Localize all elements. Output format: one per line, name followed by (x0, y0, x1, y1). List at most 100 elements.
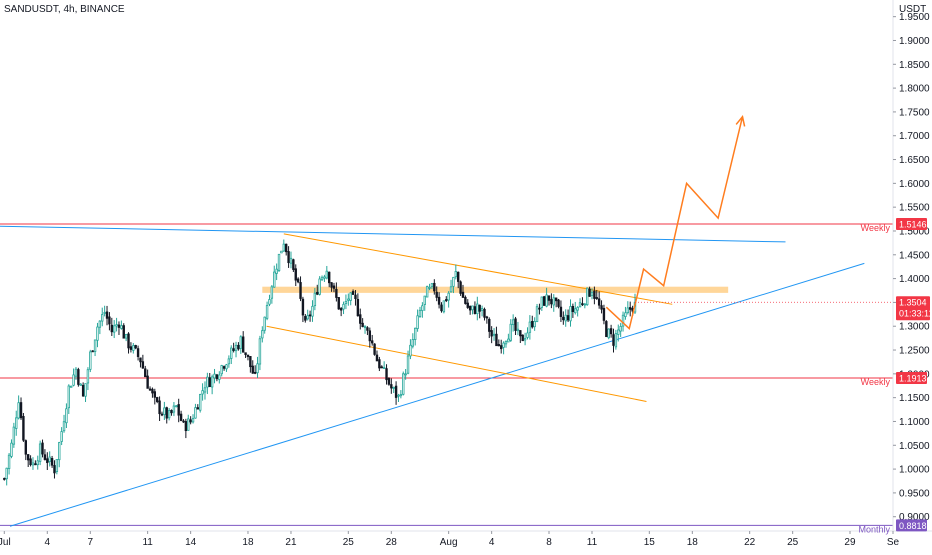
candle (208, 372, 211, 388)
candle (220, 364, 223, 377)
candle-body (435, 291, 438, 298)
candle (86, 367, 90, 391)
candle-body (189, 419, 192, 423)
candle (46, 452, 49, 471)
candle (497, 339, 501, 347)
y-tick-label: 1.6500 (899, 155, 930, 166)
x-tick-label: 7 (88, 537, 94, 548)
candle-body (22, 415, 25, 441)
candle-body (538, 307, 541, 310)
y-tick-label: 1.5000 (899, 226, 930, 237)
candle (124, 333, 128, 342)
candle (414, 327, 417, 346)
candle (511, 314, 515, 332)
candle-body (342, 303, 345, 310)
candle-body (36, 460, 39, 466)
candle-body (5, 467, 8, 480)
candle (404, 368, 407, 380)
candle-body (368, 330, 372, 342)
candle-body (244, 352, 247, 355)
candle (564, 309, 567, 327)
candle-body (590, 291, 594, 296)
candle-body (241, 336, 245, 353)
candle (445, 296, 448, 303)
candle (619, 322, 622, 337)
candle-body (273, 271, 276, 288)
candle (296, 277, 300, 284)
candle-body (392, 386, 395, 389)
candle-body (335, 288, 338, 298)
candle-body (98, 320, 102, 328)
candle-body (416, 315, 419, 329)
candle-body (509, 323, 512, 341)
candle (559, 300, 563, 322)
candle (375, 350, 379, 362)
candle (382, 361, 386, 369)
candle (184, 418, 188, 439)
x-tick-label: 25 (787, 537, 799, 548)
candle-body (163, 407, 166, 415)
candle-body (607, 328, 610, 339)
candle (22, 412, 25, 442)
candle-body (84, 383, 87, 397)
x-tick-label: 14 (185, 537, 197, 548)
candle-body (210, 376, 214, 388)
candle-body (191, 418, 195, 423)
candle (459, 280, 462, 296)
candle (621, 311, 625, 332)
candle-body (459, 281, 462, 294)
candle-body (406, 355, 410, 374)
candle-body (282, 243, 286, 252)
candle (574, 301, 577, 315)
candle (538, 303, 541, 315)
candle (43, 449, 47, 461)
candle-body (179, 413, 183, 421)
candle (430, 282, 434, 290)
candle (347, 293, 350, 306)
candle-body (411, 339, 415, 347)
candle-body (280, 250, 283, 254)
candle (306, 309, 309, 321)
candle-body (359, 314, 362, 324)
candle-body (251, 365, 254, 374)
candle-body (34, 463, 37, 466)
y-axis-unit: USDT (899, 4, 926, 15)
candle-body (550, 299, 553, 305)
y-tick-label: 1.5500 (899, 203, 930, 214)
candle (17, 395, 20, 420)
candle-body (597, 298, 601, 306)
candle (15, 410, 18, 436)
candle-body (531, 321, 534, 328)
candle-body (554, 297, 558, 302)
candle-body (385, 368, 388, 381)
x-tick-label: 11 (587, 537, 598, 548)
candle-body (196, 407, 200, 410)
candle-body (270, 286, 274, 299)
y-tick-label: 1.7000 (899, 131, 930, 142)
weekly-support-label: Weekly (861, 377, 891, 387)
current-price-countdown: 01:33:11 (899, 309, 932, 319)
candle-body (160, 413, 164, 416)
candle (356, 293, 360, 317)
candle (507, 333, 510, 343)
candle (320, 275, 324, 281)
candle-body (26, 454, 30, 461)
x-tick-label: 4 (489, 537, 495, 548)
candle-body (108, 316, 111, 325)
candle-body (304, 316, 307, 321)
candle-body (117, 324, 121, 328)
candle-body (526, 332, 529, 338)
candle (629, 301, 632, 317)
candle (473, 301, 477, 315)
candle (500, 339, 503, 354)
candle-body (361, 322, 364, 328)
candle (394, 381, 398, 405)
candle (325, 265, 329, 280)
candle (519, 330, 522, 343)
candle (31, 457, 35, 470)
candle (533, 317, 536, 331)
candle-body (74, 368, 78, 377)
candle-body (124, 333, 128, 339)
